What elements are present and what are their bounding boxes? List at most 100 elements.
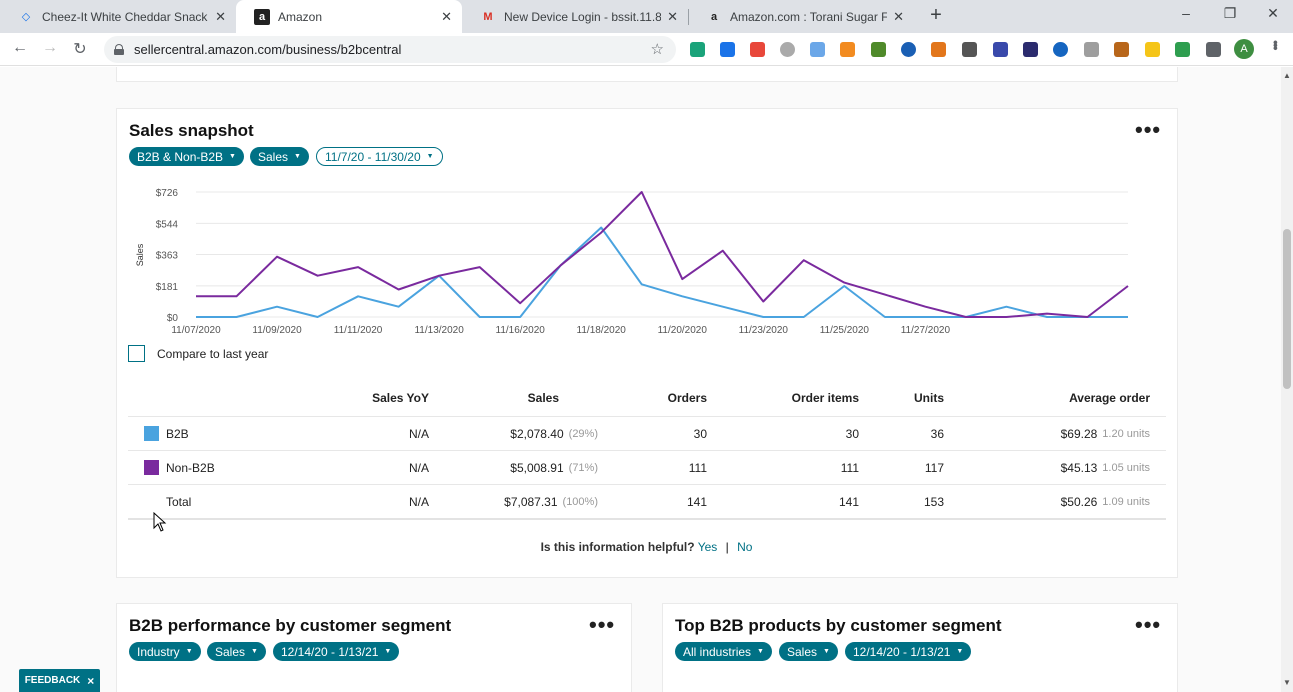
filter-metric[interactable]: Sales ▼ — [779, 642, 838, 661]
tab-gmail[interactable]: M New Device Login - bssit.11.8@g ✕ — [462, 0, 688, 33]
minimize-icon[interactable]: – — [1182, 5, 1190, 21]
filter-date-range[interactable]: 12/14/20 - 1/13/21 ▼ — [845, 642, 972, 661]
extension-icon[interactable] — [1084, 42, 1099, 57]
filter-metric[interactable]: Sales ▼ — [207, 642, 266, 661]
extension-icon[interactable] — [780, 42, 795, 57]
caret-down-icon: ▼ — [823, 648, 830, 655]
amazon-logo-icon: a — [254, 8, 270, 25]
mouse-cursor-icon — [153, 512, 167, 532]
extension-icon[interactable] — [871, 42, 886, 57]
series-line-b2b — [196, 226, 1128, 318]
tab-torani[interactable]: a Amazon.com : Torani Sugar Free ✕ — [688, 0, 914, 33]
tab-separator — [688, 9, 689, 25]
legend-swatch — [144, 426, 159, 441]
helpful-yes-link[interactable]: Yes — [697, 540, 718, 554]
filter-industry[interactable]: Industry ▼ — [129, 642, 201, 661]
close-icon[interactable]: ✕ — [441, 8, 452, 24]
sales-value: $5,008.91 — [510, 460, 564, 475]
url-field[interactable]: sellercentral.amazon.com/business/b2bcen… — [104, 36, 676, 63]
restore-icon[interactable]: ❐ — [1223, 5, 1237, 21]
filter-b2b-type[interactable]: B2B & Non-B2B ▼ — [129, 147, 244, 166]
extension-icon[interactable] — [720, 42, 735, 57]
forward-icon[interactable]: → — [42, 39, 58, 56]
puzzle-icon[interactable] — [1206, 42, 1221, 57]
header-average-order: Average order — [1069, 391, 1150, 405]
scrollbar-thumb[interactable] — [1283, 229, 1291, 389]
reload-icon[interactable]: ↻ — [73, 41, 87, 58]
tab-cheezit[interactable]: ◇ Cheez-It White Cheddar Snack Pa ✕ — [0, 0, 236, 33]
more-options-icon[interactable]: ••• — [1135, 612, 1162, 637]
filter-label: Sales — [258, 149, 289, 164]
avg-units: 1.09 units — [1102, 495, 1150, 508]
compare-label: Compare to last year — [157, 346, 269, 361]
extension-icon[interactable] — [840, 42, 855, 57]
extension-icon[interactable] — [750, 42, 765, 57]
close-icon[interactable]: ✕ — [893, 8, 904, 24]
caret-down-icon: ▼ — [251, 648, 258, 655]
filter-metric[interactable]: Sales ▼ — [250, 147, 309, 166]
window-close-icon[interactable]: ✕ — [1267, 5, 1279, 21]
extension-icon[interactable] — [1114, 42, 1129, 57]
gmail-icon: M — [483, 10, 493, 23]
sales-percent: (100%) — [562, 495, 598, 508]
close-icon[interactable]: ✕ — [667, 8, 678, 24]
back-icon[interactable]: ← — [12, 39, 28, 56]
extension-icon[interactable] — [993, 42, 1008, 57]
close-icon[interactable]: ✕ — [215, 8, 226, 24]
cell-average-order: $50.26 1.09 units — [988, 485, 1150, 518]
tab-amazon[interactable]: a Amazon ✕ — [236, 0, 462, 33]
y-axis-label: Sales — [135, 243, 145, 266]
extension-icon[interactable] — [1023, 42, 1038, 57]
filter-industries[interactable]: All industries ▼ — [675, 642, 772, 661]
filter-date-range[interactable]: 12/14/20 - 1/13/21 ▼ — [273, 642, 400, 661]
close-icon[interactable]: × — [87, 673, 95, 688]
extension-icon[interactable] — [1175, 42, 1190, 57]
extension-icon[interactable] — [810, 42, 825, 57]
feedback-label: FEEDBACK — [24, 675, 81, 686]
extension-icon[interactable] — [690, 42, 705, 57]
caret-down-icon: ▼ — [426, 153, 434, 160]
y-tick-label: $544 — [156, 219, 179, 230]
extension-icon[interactable] — [962, 42, 977, 57]
caret-down-icon: ▼ — [956, 648, 964, 655]
avg-units: 1.20 units — [1102, 427, 1150, 440]
cell-average-order: $45.13 1.05 units — [988, 451, 1150, 484]
extension-icon[interactable] — [931, 42, 946, 57]
address-bar: ← → ↻ sellercentral.amazon.com/business/… — [0, 33, 1293, 66]
more-options-icon[interactable]: ••• — [589, 612, 616, 637]
profile-avatar[interactable]: A — [1234, 39, 1254, 59]
scroll-down-icon[interactable]: ▼ — [1283, 678, 1291, 687]
caret-down-icon: ▼ — [294, 153, 301, 160]
scroll-up-icon[interactable]: ▲ — [1283, 71, 1291, 80]
feedback-button[interactable]: FEEDBACK × — [19, 669, 100, 692]
extension-icon[interactable] — [901, 42, 916, 57]
y-tick-label: $726 — [156, 188, 179, 199]
helpful-prompt: Is this information helpful? Yes | No — [0, 540, 1281, 554]
x-tick-label: 11/20/2020 — [658, 325, 708, 336]
avg-units: 1.05 units — [1102, 461, 1150, 474]
extension-icon[interactable] — [1145, 42, 1160, 57]
compare-checkbox[interactable] — [128, 345, 145, 362]
bookmark-star-icon[interactable]: ☆ — [650, 41, 664, 58]
tab-bar: ◇ Cheez-It White Cheddar Snack Pa ✕ a Am… — [0, 0, 1293, 33]
helpful-no-link[interactable]: No — [737, 540, 753, 554]
filter-date-range[interactable]: 11/7/20 - 11/30/20 ▼ — [316, 147, 443, 166]
avg-value: $50.26 — [1060, 494, 1098, 509]
diamond-icon: ◇ — [21, 11, 31, 23]
page-scrollbar[interactable]: ▲ ▼ — [1281, 67, 1293, 692]
caret-down-icon: ▼ — [185, 648, 193, 655]
new-tab-icon[interactable]: + — [930, 4, 942, 26]
cell-orders: 111 — [688, 460, 707, 475]
series-line-non-b2b — [196, 191, 1129, 318]
cell-order-items: 141 — [838, 494, 859, 509]
cell-units: 153 — [923, 494, 944, 509]
row-label: Total — [166, 494, 192, 509]
compare-last-year[interactable]: Compare to last year — [128, 345, 268, 362]
extension-icon[interactable] — [1053, 42, 1068, 57]
lock-icon — [114, 44, 124, 55]
cell-sales-yoy: N/A — [408, 494, 429, 509]
browser-menu-icon[interactable]: ••• — [1268, 40, 1284, 49]
y-tick-label: $0 — [167, 313, 179, 324]
x-tick-label: 11/11/2020 — [334, 325, 383, 336]
more-options-icon[interactable]: ••• — [1135, 117, 1162, 142]
